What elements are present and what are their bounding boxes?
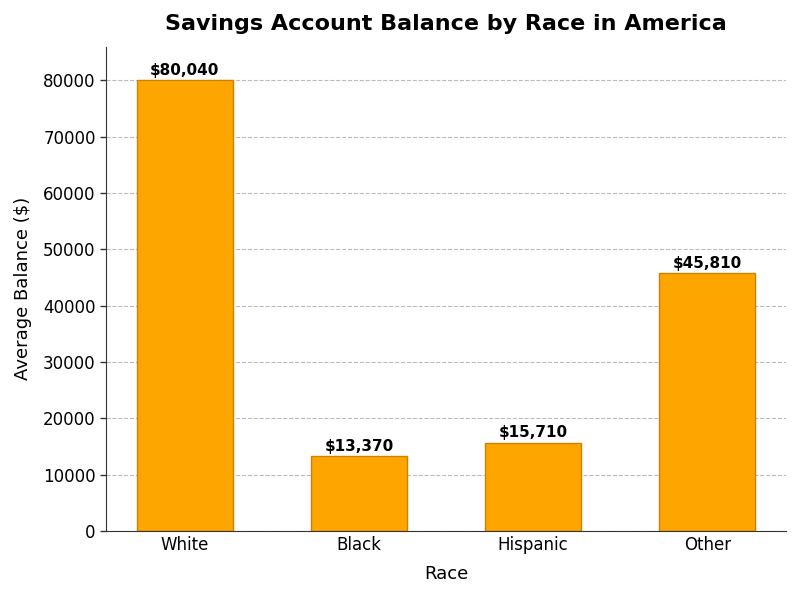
Text: $13,370: $13,370 [324,439,394,454]
X-axis label: Race: Race [424,565,468,583]
Text: $80,040: $80,040 [150,63,219,78]
Bar [486,442,581,531]
Bar [311,456,407,531]
Text: $15,710: $15,710 [498,426,568,441]
Y-axis label: Average Balance ($): Average Balance ($) [14,197,32,380]
Title: Savings Account Balance by Race in America: Savings Account Balance by Race in Ameri… [166,14,727,34]
Bar [137,80,233,531]
Text: $45,810: $45,810 [673,256,742,271]
Bar [659,273,755,531]
